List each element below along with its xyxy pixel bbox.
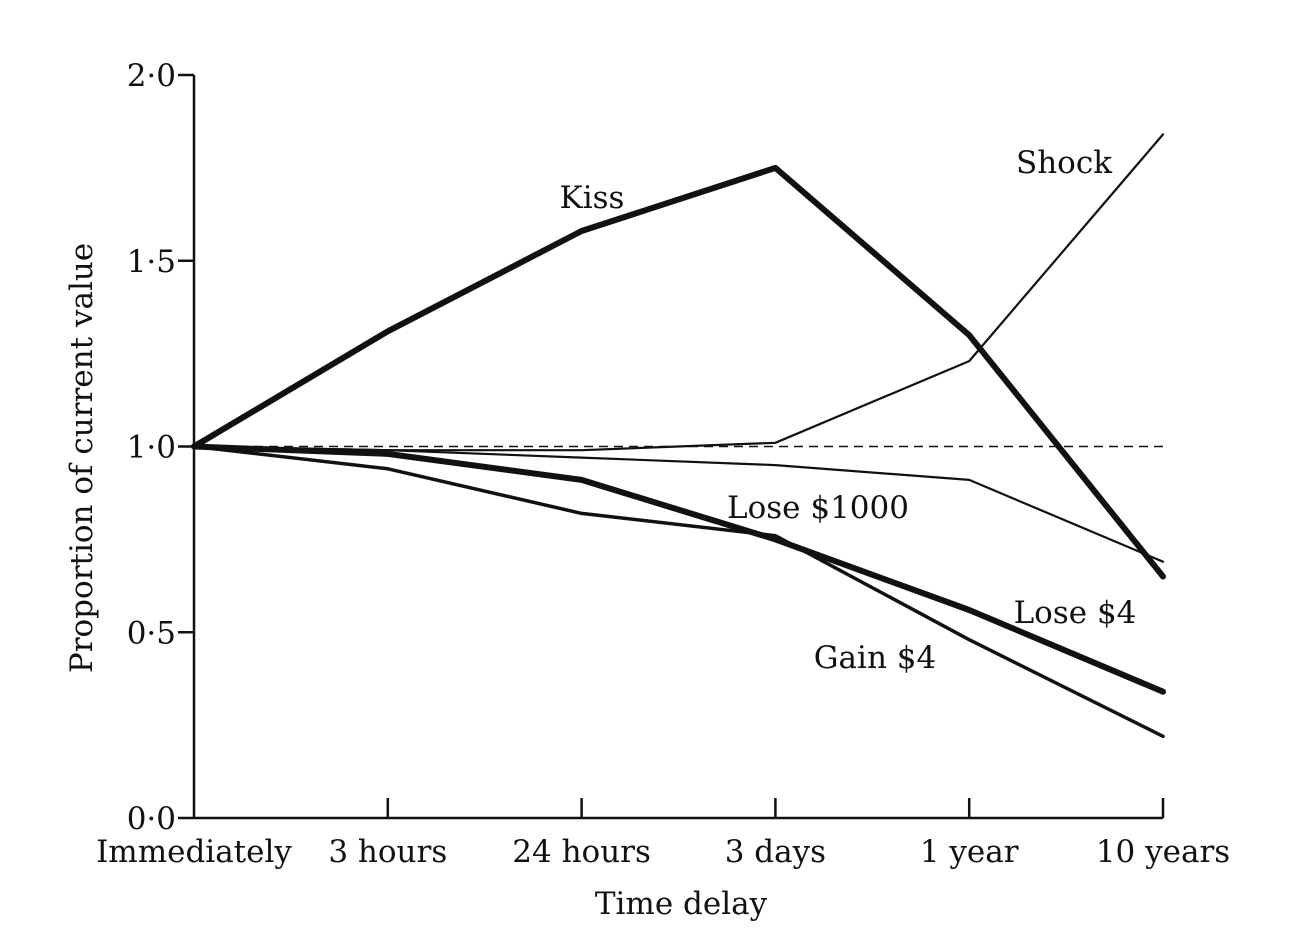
series-label: Kiss bbox=[560, 180, 625, 216]
x-tick-label: 24 hours bbox=[512, 834, 651, 870]
y-tick-label: 1·5 bbox=[127, 244, 176, 280]
series-line-lose-1000 bbox=[192, 445, 1165, 563]
series-label: Lose $4 bbox=[1014, 595, 1137, 631]
x-tick-label: 3 hours bbox=[328, 834, 447, 870]
series-label: Shock bbox=[1016, 145, 1112, 181]
series-line-shock bbox=[192, 133, 1165, 452]
series-line-lose-4 bbox=[191, 443, 1166, 695]
y-ticks: 0·0 0·5 1·0 1·5 2·0 bbox=[127, 58, 194, 837]
series-labels: Kiss Shock Lose $1000 Lose $4 Gain $4 bbox=[560, 145, 1137, 676]
series-line-gain-4 bbox=[192, 444, 1165, 739]
y-tick-label: 0·5 bbox=[127, 615, 176, 651]
x-axis-label: Time delay bbox=[595, 886, 768, 922]
x-tick-label: 1 year bbox=[920, 834, 1019, 870]
series-lines bbox=[191, 133, 1166, 739]
x-tick-label: Immediately bbox=[96, 834, 292, 870]
series-line-kiss bbox=[191, 164, 1166, 580]
x-ticks: Immediately 3 hours 24 hours 3 days 1 year 10… bbox=[96, 798, 1230, 870]
series-label: Lose $1000 bbox=[727, 490, 909, 526]
x-tick-label: 10 years bbox=[1096, 834, 1230, 870]
y-tick-label: 2·0 bbox=[127, 58, 176, 94]
y-tick-label: 1·0 bbox=[127, 430, 176, 466]
y-tick-label: 0·0 bbox=[127, 801, 176, 837]
series-label: Gain $4 bbox=[814, 640, 936, 676]
x-tick-label: 3 days bbox=[725, 834, 826, 870]
y-axis-label: Proportion of current value bbox=[64, 243, 100, 673]
